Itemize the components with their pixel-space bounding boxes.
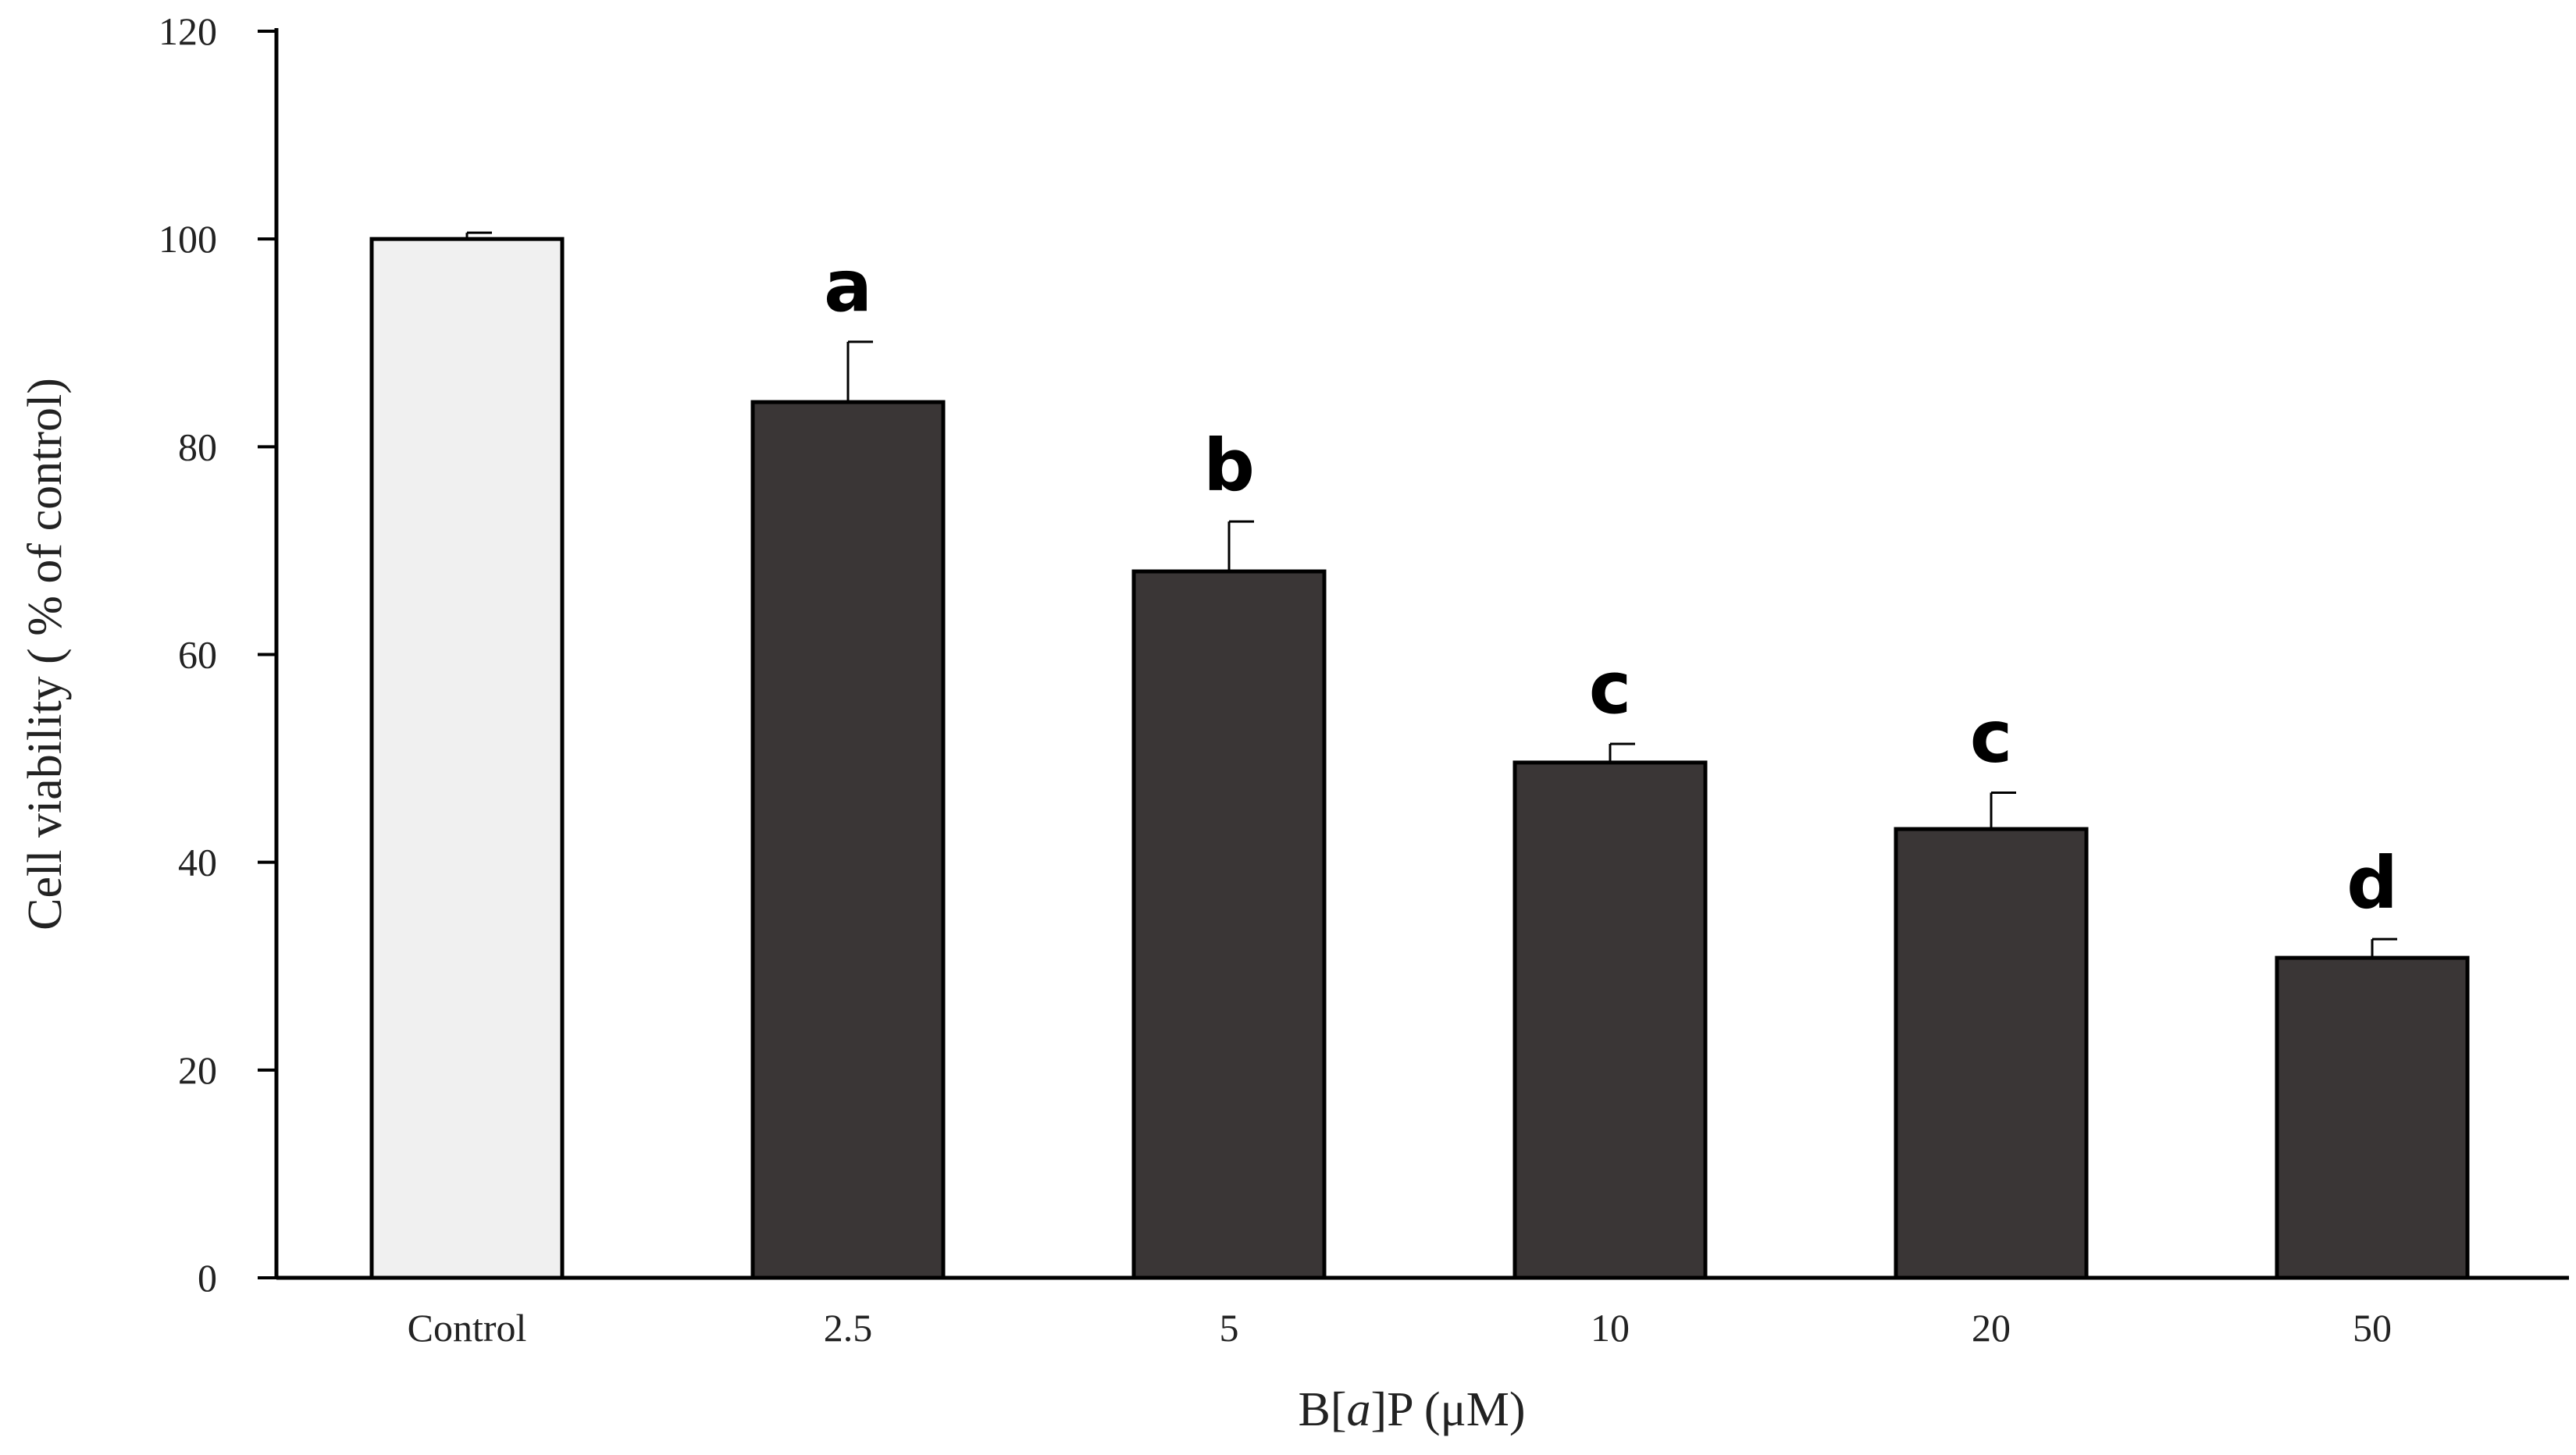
bar-5 <box>1131 569 1327 1280</box>
bar-2-5 <box>750 400 946 1280</box>
significance-label-3: c <box>1589 646 1632 730</box>
x-tick-label: 5 <box>1220 1306 1239 1350</box>
bar-control <box>369 237 565 1280</box>
axes-group <box>274 28 2569 1280</box>
significance-label-5: d <box>2346 841 2398 925</box>
bar-10 <box>1512 760 1708 1280</box>
y-tick-label: 40 <box>178 841 217 884</box>
y-ticks-group: 0 20 40 60 80 100 120 <box>159 9 276 1300</box>
error-bars-group <box>465 231 2397 959</box>
x-tick-label: 10 <box>1591 1306 1630 1350</box>
x-axis-title-italic-part: a <box>1347 1383 1371 1436</box>
y-tick-label: 100 <box>159 217 217 261</box>
y-tick-label: 60 <box>178 633 217 677</box>
bars-group <box>369 237 2470 1280</box>
significance-labels-group: a b c c d <box>824 244 2398 925</box>
significance-label-1: a <box>824 244 872 328</box>
bar-50 <box>2275 955 2470 1280</box>
y-tick-label: 20 <box>178 1048 217 1092</box>
x-tick-label: 20 <box>1972 1306 2011 1350</box>
y-tick-label: 0 <box>198 1256 217 1300</box>
x-axis-title-part-1: B[ <box>1299 1383 1347 1436</box>
x-axis-title-part-2: ]P (μM) <box>1371 1383 1526 1436</box>
x-tick-label: 2.5 <box>824 1306 873 1350</box>
x-tick-label: 50 <box>2353 1306 2392 1350</box>
y-tick-label: 80 <box>178 425 217 468</box>
significance-label-4: c <box>1970 695 2013 779</box>
significance-label-2: b <box>1203 424 1255 507</box>
x-tick-label: Control <box>408 1306 527 1350</box>
y-tick-label: 120 <box>159 9 217 53</box>
y-axis-title: Cell viability ( % of control) <box>19 378 72 930</box>
x-axis-title: B[a]P (μM) <box>1299 1383 1526 1436</box>
bar-20 <box>1894 827 2089 1280</box>
x-ticks-group: Control 2.5 5 10 20 50 <box>408 1306 2392 1350</box>
